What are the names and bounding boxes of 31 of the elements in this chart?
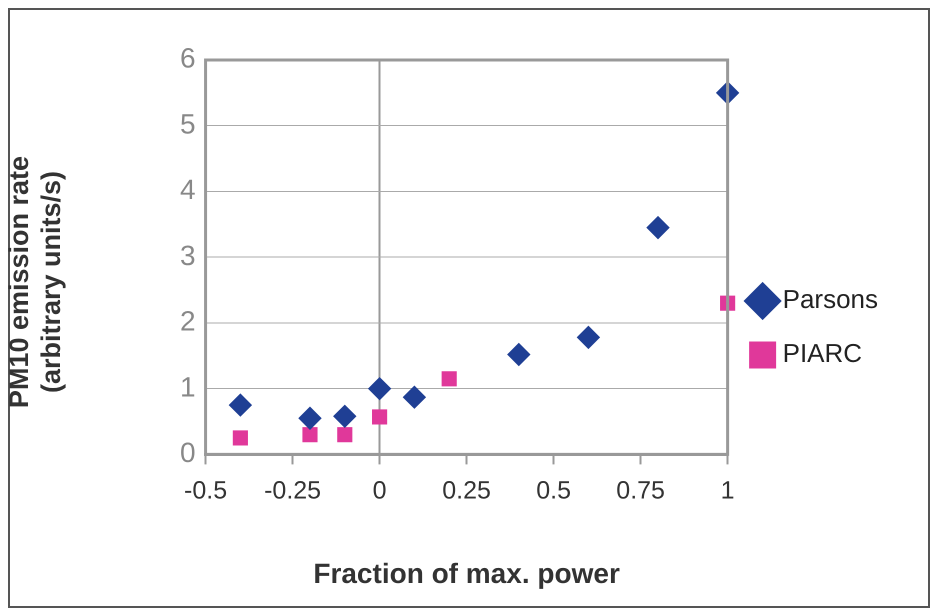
x-tick-label: 0.25: [442, 476, 491, 504]
x-tick-label: 0.5: [536, 476, 571, 504]
x-tick-label: 1: [720, 476, 735, 504]
point: [232, 430, 248, 446]
point: [576, 326, 600, 349]
point: [302, 427, 318, 442]
point: [646, 216, 670, 240]
x-tick-label: 0.75: [616, 476, 665, 504]
point: [368, 377, 392, 400]
x-tick-label: -0.5: [184, 476, 228, 504]
y-axis-title: PM10 emission rate (arbitrary units/s): [3, 154, 67, 410]
x-tick-label: 0: [372, 476, 387, 504]
point: [298, 406, 322, 430]
y-tick-label: 6: [180, 42, 196, 74]
x-tick-label: -0.25: [264, 476, 322, 504]
legend-label: PIARC: [782, 338, 862, 368]
point: [337, 427, 352, 442]
point: [442, 371, 457, 386]
point: [333, 404, 356, 428]
legend-label: Parsons: [782, 284, 878, 314]
point: [228, 394, 252, 417]
point: [402, 386, 426, 409]
y-tick-label: 2: [180, 306, 196, 337]
point: [507, 342, 530, 366]
y-tick-label: 3: [180, 240, 196, 271]
y-tick-label: 4: [180, 174, 196, 206]
y-tick-label: 1: [180, 371, 196, 402]
point: [372, 409, 388, 425]
y-tick-label: 0: [180, 437, 196, 468]
y-tick-label: 5: [180, 108, 196, 140]
x-axis-title: Fraction of max. power: [313, 558, 620, 589]
